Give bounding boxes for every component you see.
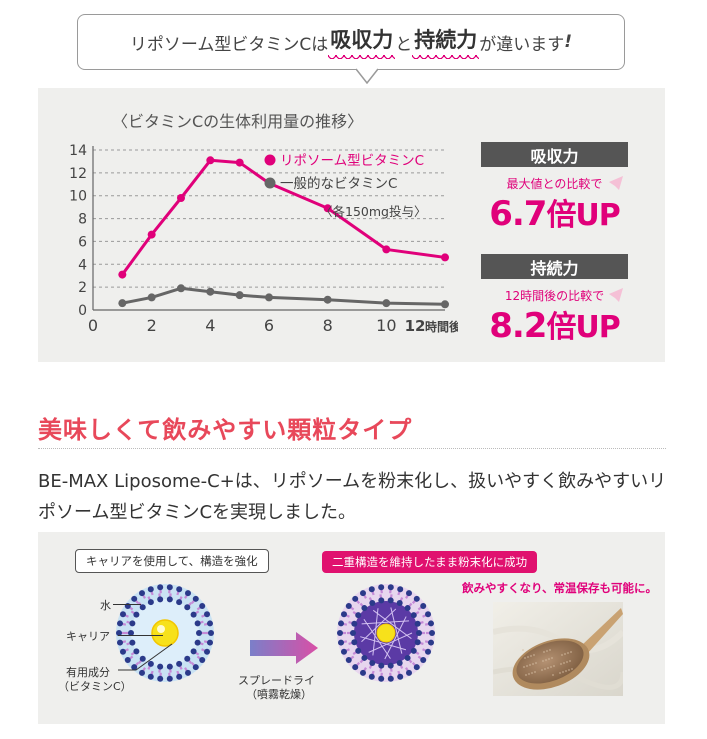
y-tick-label: 10 (69, 189, 87, 205)
x-tick-label: 10 (376, 316, 396, 335)
series-line-1 (122, 286, 446, 306)
data-point (177, 284, 185, 293)
x-tick-label: 12 (405, 317, 426, 335)
carrier-tag: キャリアを使用して、構造を強化 (75, 549, 269, 573)
label-water: 水 (100, 599, 111, 612)
bubble-word-absorption: 吸収力 (328, 24, 396, 60)
powder-spoon-photo (493, 602, 623, 696)
chart-axes (92, 146, 445, 311)
chart-legend: リポソーム型ビタミンC 一般的なビタミンC 〈各150mg投与〉 (264, 153, 426, 219)
y-tick-label: 4 (78, 257, 87, 273)
y-tick-label: 2 (78, 280, 87, 296)
data-point (441, 300, 449, 309)
data-point (441, 253, 449, 262)
stat-duration-value: 8.2倍UP (481, 302, 628, 346)
bubble-word-duration: 持続力 (412, 24, 480, 60)
data-point (147, 230, 156, 239)
label-water-line (113, 604, 141, 605)
x-tick-label: 2 (147, 316, 157, 335)
stat-absorption: 吸収力 最大値との比較で 6.7倍UP (481, 142, 628, 234)
stat-duration-sub: 12時間後の比較で (504, 289, 605, 303)
transform-arrow-icon (250, 632, 318, 664)
data-point (265, 293, 273, 302)
legend-marker (264, 154, 276, 166)
stat-absorption-value: 6.7倍UP (481, 190, 628, 234)
data-point (235, 158, 244, 167)
arrow-label: スプレードライ (238, 674, 315, 687)
chart-title: 〈ビタミンCの生体利用量の推移〉 (112, 112, 364, 131)
data-point (323, 204, 332, 213)
data-point (118, 270, 127, 279)
data-point (235, 291, 244, 300)
up-arrow-icon (593, 288, 623, 322)
data-point (206, 287, 215, 296)
label-carrier-line (118, 635, 163, 636)
data-point (323, 295, 332, 304)
bubble-prefix: リポソーム型ビタミンCは (129, 34, 329, 55)
x-tick-label: 8 (323, 316, 333, 335)
stat-duration-label: 持続力 (481, 254, 628, 279)
stat-absorption-number: 6.7 (489, 194, 547, 234)
data-point (382, 299, 391, 308)
x-axis-label: 時間後 (425, 319, 458, 334)
data-point (118, 299, 127, 308)
bubble-headline: リポソーム型ビタミンCは 吸収力 と 持続力 が違います ! (77, 14, 625, 70)
bubble-exclaim: ! (564, 32, 573, 52)
label-active: 有用成分 (66, 666, 110, 679)
x-tick-label: 0 (88, 316, 98, 335)
y-tick-label: 6 (78, 234, 87, 250)
powder-liposome-icon (337, 584, 435, 682)
x-tick-label: 4 (205, 316, 215, 335)
y-tick-label: 14 (69, 143, 87, 159)
label-active-line (118, 643, 173, 671)
section-heading: 美味しくて飲みやすい顆粒タイプ (38, 416, 413, 444)
legend-label: 一般的なビタミンC (280, 176, 397, 192)
powder-tag: 二重構造を維持したまま粉末化に成功 (322, 551, 538, 573)
data-point (177, 194, 185, 202)
stat-absorption-sub: 最大値との比較で (506, 177, 603, 191)
legend-note: 〈各150mg投与〉 (320, 204, 426, 219)
data-point (206, 156, 215, 165)
stat-duration: 持続力 12時間後の比較で 8.2倍UP (481, 254, 628, 346)
chart-grid (93, 149, 445, 288)
liposome-icon (116, 584, 214, 682)
stat-duration-number: 8.2 (489, 306, 547, 346)
stat-absorption-unit: 倍UP (546, 198, 620, 233)
legend-marker (264, 177, 276, 189)
y-tick-label: 8 (78, 212, 87, 228)
data-point (382, 245, 391, 254)
bubble-mid: と (395, 34, 413, 55)
arrow-label-sub: （噴霧乾燥） (246, 688, 312, 701)
section-body: BE-MAX Liposome-C+は、リポソームを粉末化し、扱いやすく飲みやす… (38, 471, 667, 523)
label-active-sub: （ビタミンC） (58, 680, 132, 693)
y-tick-label: 0 (78, 303, 87, 319)
x-tick-label: 6 (264, 316, 274, 335)
speech-bubble-tail (356, 68, 378, 84)
stat-duration-unit: 倍UP (546, 310, 620, 345)
legend-label: リポソーム型ビタミンC (280, 153, 424, 169)
powder-note: 飲みやすくなり、常温保存も可能に。 (462, 581, 658, 595)
chart-lines (118, 156, 449, 309)
label-carrier: キャリア (66, 630, 110, 643)
y-tick-label: 12 (69, 166, 87, 182)
up-arrow-icon (593, 176, 623, 210)
section-divider (38, 448, 666, 449)
data-point (147, 293, 156, 302)
bubble-suffix: が違います (479, 34, 565, 55)
stat-absorption-label: 吸収力 (481, 142, 628, 167)
